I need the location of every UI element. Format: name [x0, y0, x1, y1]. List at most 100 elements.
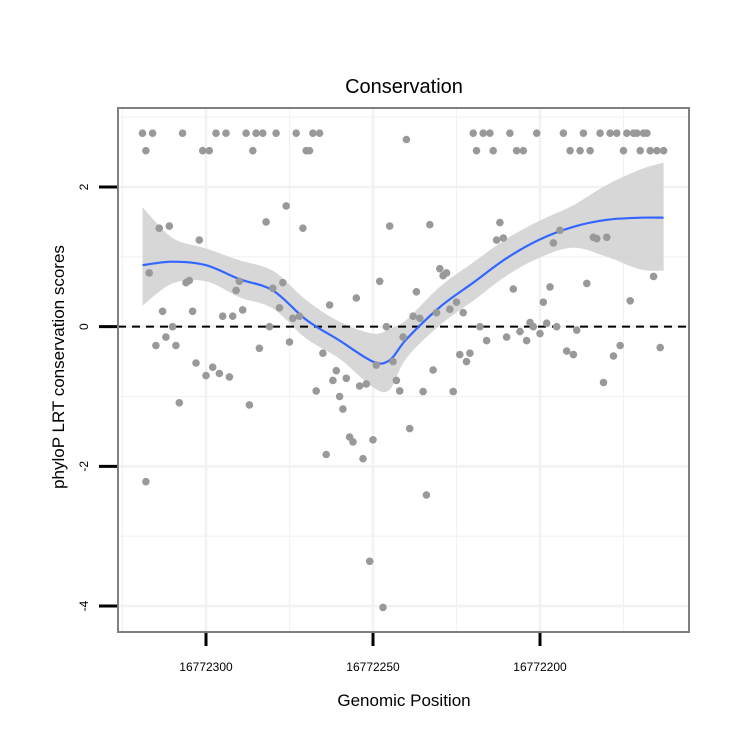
panel-border — [117, 107, 690, 633]
data-point — [138, 129, 147, 137]
data-point — [185, 276, 194, 285]
data-point — [342, 374, 351, 383]
data-point — [259, 129, 267, 137]
data-point — [242, 129, 250, 137]
data-point — [269, 284, 277, 293]
data-point — [252, 129, 260, 137]
data-point — [522, 336, 531, 345]
data-point — [155, 224, 163, 232]
data-point — [249, 146, 257, 155]
data-point — [382, 322, 391, 331]
data-point — [569, 350, 578, 359]
data-point — [232, 286, 240, 295]
data-point — [178, 129, 187, 137]
data-point — [272, 129, 280, 137]
y-tick-label: -2 — [77, 461, 91, 472]
data-point — [372, 361, 381, 369]
data-point — [532, 129, 541, 137]
data-point — [442, 269, 451, 277]
data-point — [329, 376, 337, 385]
data-point — [335, 392, 344, 401]
data-point — [492, 236, 501, 244]
data-point — [502, 333, 511, 341]
data-point — [292, 129, 301, 137]
data-point — [362, 380, 371, 388]
data-point — [516, 327, 524, 336]
data-point — [375, 277, 384, 286]
y-axis: -4 -2 0 2 — [77, 183, 117, 611]
data-point — [235, 277, 244, 286]
data-point — [365, 557, 374, 566]
data-point — [265, 322, 274, 331]
data-point — [606, 129, 614, 137]
data-point — [332, 366, 341, 375]
data-point — [546, 283, 554, 291]
x-axis: 16772300 16772250 16772200 — [179, 633, 567, 674]
data-point — [145, 269, 153, 277]
data-point — [549, 239, 558, 247]
data-point — [255, 344, 264, 353]
data-point — [188, 307, 197, 316]
data-point — [218, 312, 227, 321]
data-point — [646, 146, 654, 155]
data-point — [542, 319, 551, 328]
data-point — [225, 373, 234, 381]
data-point — [572, 326, 581, 335]
confidence-ribbon — [142, 162, 664, 393]
data-point — [432, 308, 441, 317]
data-point — [275, 304, 284, 312]
data-point — [228, 312, 237, 321]
data-point — [416, 314, 424, 323]
data-point — [579, 129, 588, 137]
data-point — [486, 129, 494, 137]
data-point — [192, 359, 200, 367]
data-point — [459, 308, 468, 317]
data-point — [282, 202, 291, 210]
data-point — [519, 146, 528, 155]
data-point — [653, 146, 661, 155]
data-point — [603, 233, 611, 242]
data-point — [476, 322, 484, 331]
x-axis-title: Genomic Position — [337, 691, 470, 710]
data-point — [506, 129, 514, 137]
data-point — [262, 218, 270, 226]
data-point — [355, 382, 364, 390]
data-point — [626, 297, 634, 305]
data-point — [319, 349, 327, 358]
data-point — [325, 301, 334, 309]
data-point — [659, 146, 668, 155]
data-point — [456, 350, 464, 359]
chart-title: Conservation — [345, 76, 463, 98]
x-tick-label: 16772200 — [513, 660, 567, 674]
data-point — [142, 146, 150, 155]
data-point — [469, 129, 478, 137]
data-point — [643, 129, 651, 137]
y-tick-label: 2 — [77, 183, 91, 190]
data-point — [412, 288, 421, 296]
data-point — [172, 341, 180, 350]
data-point — [539, 298, 548, 307]
x-tick-label: 16772250 — [346, 660, 400, 674]
data-point — [512, 146, 521, 155]
data-point — [395, 387, 404, 395]
data-point — [552, 322, 561, 331]
data-point — [556, 226, 564, 235]
data-point — [616, 341, 624, 350]
data-points — [138, 129, 668, 612]
data-point — [656, 343, 664, 352]
data-point — [436, 264, 444, 273]
gridlines — [118, 108, 689, 632]
data-point — [352, 294, 361, 302]
data-point — [385, 222, 394, 230]
data-point — [405, 424, 414, 433]
data-point — [559, 129, 568, 137]
data-point — [409, 312, 417, 321]
data-point — [285, 338, 294, 346]
data-point — [205, 146, 214, 155]
data-point — [402, 135, 411, 144]
data-point — [596, 129, 604, 137]
data-point — [583, 279, 591, 288]
data-point — [472, 146, 481, 155]
smooth-fit-line — [142, 216, 664, 365]
